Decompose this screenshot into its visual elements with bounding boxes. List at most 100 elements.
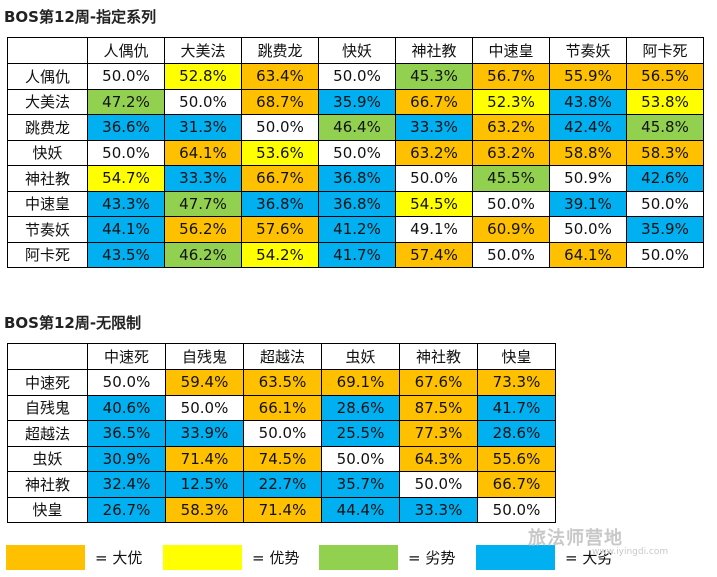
- corner-cell: [7, 37, 88, 64]
- winrate-cell: 36.8%: [318, 190, 396, 217]
- row-header: 超越法: [7, 420, 88, 447]
- table-row: 大美法 47.2% 50.0% 68.7% 35.9% 66.7% 52.3% 43.8% 53…: [7, 88, 704, 115]
- row-header: 虫妖: [7, 445, 88, 472]
- column-header: 人偶仇: [87, 37, 165, 64]
- winrate-cell: 50.0%: [87, 63, 165, 90]
- legend-swatch-dis: [319, 545, 398, 570]
- column-header: 快皇: [477, 343, 556, 370]
- winrate-cell: 55.9%: [549, 63, 627, 90]
- winrate-cell: 50.0%: [626, 241, 704, 268]
- winrate-cell: 63.2%: [472, 114, 550, 141]
- table-row: 人偶仇 50.0% 52.8% 63.4% 50.0% 45.3% 56.7% 55.9% 56…: [7, 63, 704, 90]
- winrate-cell: 63.5%: [243, 369, 322, 396]
- winrate-cell: 50.0%: [243, 420, 322, 447]
- column-header: 自残鬼: [165, 343, 244, 370]
- winrate-cell: 33.3%: [395, 114, 473, 141]
- winrate-cell: 54.7%: [87, 165, 165, 192]
- winrate-cell: 36.5%: [87, 420, 166, 447]
- winrate-cell: 47.7%: [164, 190, 242, 217]
- winrate-cell: 46.4%: [318, 114, 396, 141]
- winrate-cell: 44.1%: [87, 216, 165, 243]
- winrate-cell: 36.8%: [318, 165, 396, 192]
- winrate-cell: 43.5%: [87, 241, 165, 268]
- winrate-cell: 59.4%: [165, 369, 244, 396]
- watermark-url: www.iyingdi.com: [592, 547, 669, 557]
- winrate-cell: 71.4%: [165, 445, 244, 472]
- winrate-cell: 45.5%: [472, 165, 550, 192]
- winrate-cell: 41.7%: [477, 394, 556, 421]
- winrate-cell: 50.0%: [87, 139, 165, 166]
- corner-cell: [7, 343, 88, 370]
- winrate-cell: 35.9%: [626, 216, 704, 243]
- winrate-cell: 35.9%: [318, 88, 396, 115]
- row-header: 人偶仇: [7, 63, 88, 90]
- winrate-cell: 52.3%: [472, 88, 550, 115]
- column-header: 超越法: [243, 343, 322, 370]
- winrate-cell: 63.4%: [241, 63, 319, 90]
- winrate-cell: 64.1%: [549, 241, 627, 268]
- winrate-cell: 22.7%: [243, 471, 322, 498]
- table-row: 中速死 50.0% 59.4% 63.5% 69.1% 67.6% 73.3%: [7, 369, 556, 396]
- winrate-cell: 73.3%: [477, 369, 556, 396]
- header-row: 人偶仇 大美法 跳费龙 快妖 神社教 中速皇 节奏妖 阿卡死: [7, 37, 704, 64]
- row-header: 中速死: [7, 369, 88, 396]
- winrate-cell: 74.5%: [243, 445, 322, 472]
- winrate-cell: 50.0%: [626, 190, 704, 217]
- row-header: 中速皇: [7, 190, 88, 217]
- winrate-cell: 44.4%: [321, 496, 400, 523]
- table-row: 神社教 32.4% 12.5% 22.7% 35.7% 50.0% 66.7%: [7, 471, 556, 498]
- row-header: 大美法: [7, 88, 88, 115]
- winrate-cell: 52.8%: [164, 63, 242, 90]
- winrate-cell: 69.1%: [321, 369, 400, 396]
- table-row: 超越法 36.5% 33.9% 50.0% 25.5% 77.3% 28.6%: [7, 420, 556, 447]
- winrate-cell: 50.0%: [164, 88, 242, 115]
- column-header: 虫妖: [321, 343, 400, 370]
- winrate-cell: 32.4%: [87, 471, 166, 498]
- winrate-cell: 56.5%: [626, 63, 704, 90]
- winrate-cell: 50.0%: [399, 471, 478, 498]
- winrate-cell: 41.2%: [318, 216, 396, 243]
- column-header: 神社教: [399, 343, 478, 370]
- winrate-cell: 57.6%: [241, 216, 319, 243]
- winrate-cell: 58.8%: [549, 139, 627, 166]
- legend-swatch-big-dis: [476, 545, 555, 570]
- row-header: 跳费龙: [7, 114, 88, 141]
- winrate-cell: 56.7%: [472, 63, 550, 90]
- table-row: 阿卡死 43.5% 46.2% 54.2% 41.7% 57.4% 50.0% 64.1% 50…: [7, 241, 704, 268]
- winrate-cell: 58.3%: [165, 496, 244, 523]
- table-row: 节奏妖 44.1% 56.2% 57.6% 41.2% 49.1% 60.9% 50.0% 35…: [7, 216, 704, 243]
- row-header: 阿卡死: [7, 241, 88, 268]
- winrate-cell: 50.0%: [318, 139, 396, 166]
- winrate-cell: 45.3%: [395, 63, 473, 90]
- winrate-cell: 56.2%: [164, 216, 242, 243]
- legend-label-adv: = 优势: [252, 549, 300, 567]
- legend-swatch-adv: [163, 545, 242, 570]
- winrate-cell: 67.6%: [399, 369, 478, 396]
- winrate-cell: 55.6%: [477, 445, 556, 472]
- column-header: 跳费龙: [241, 37, 319, 64]
- winrate-cell: 26.7%: [87, 496, 166, 523]
- column-header: 大美法: [164, 37, 242, 64]
- column-header: 中速皇: [472, 37, 550, 64]
- winrate-cell: 68.7%: [241, 88, 319, 115]
- table-row: 神社教 54.7% 33.3% 66.7% 36.8% 50.0% 45.5% 50.9% 42…: [7, 165, 704, 192]
- winrate-cell: 47.2%: [87, 88, 165, 115]
- row-header: 神社教: [7, 165, 88, 192]
- winrate-cell: 40.6%: [87, 394, 166, 421]
- winrate-cell: 66.1%: [243, 394, 322, 421]
- row-header: 神社教: [7, 471, 88, 498]
- winrate-cell: 66.7%: [477, 471, 556, 498]
- winrate-cell: 63.2%: [395, 139, 473, 166]
- legend-label-big-adv: = 大优: [95, 549, 143, 567]
- table-row: 快妖 50.0% 64.1% 53.6% 50.0% 63.2% 63.2% 58.8% 58.…: [7, 139, 704, 166]
- winrate-cell: 28.6%: [321, 394, 400, 421]
- winrate-cell: 25.5%: [321, 420, 400, 447]
- winrate-cell: 57.4%: [395, 241, 473, 268]
- legend-swatch-big-adv: [6, 545, 85, 570]
- winrate-cell: 54.5%: [395, 190, 473, 217]
- winrate-cell: 36.6%: [87, 114, 165, 141]
- winrate-cell: 77.3%: [399, 420, 478, 447]
- winrate-cell: 50.0%: [477, 496, 556, 523]
- winrate-cell: 28.6%: [477, 420, 556, 447]
- row-header: 节奏妖: [7, 216, 88, 243]
